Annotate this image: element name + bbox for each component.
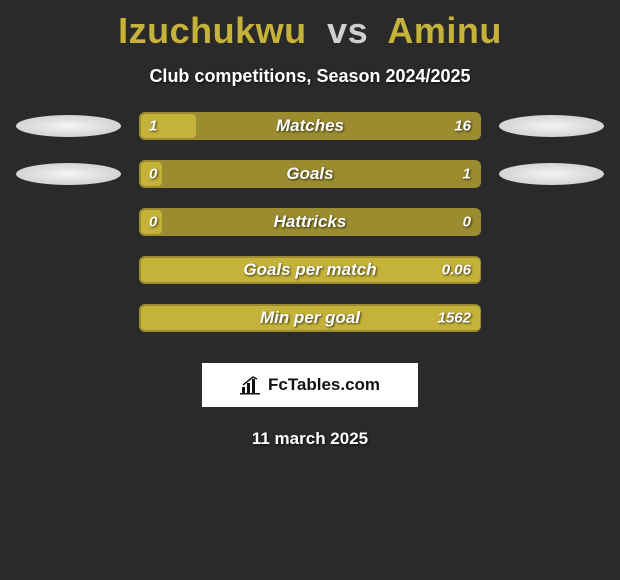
right-value: 16	[454, 118, 471, 135]
stat-bar: 0.06 Goals per match	[139, 256, 481, 284]
player1-name: Izuchukwu	[118, 10, 307, 51]
stat-rows: 1 16 Matches 0 1 Goals 0 0 Hattricks 0.06 Goals pe…	[0, 111, 620, 333]
team-ellipse-left	[16, 163, 121, 185]
left-value: 1	[149, 118, 157, 135]
team-ellipse-right	[499, 163, 604, 185]
stat-row: 0 1 Goals	[0, 159, 620, 189]
right-value: 1562	[438, 310, 471, 327]
stat-label: Matches	[276, 116, 344, 136]
right-value: 0	[463, 214, 471, 231]
team-ellipse-left	[16, 115, 121, 137]
stat-bar: 0 1 Goals	[139, 160, 481, 188]
stat-label: Goals per match	[243, 260, 376, 280]
logo-text: FcTables.com	[268, 375, 380, 395]
stat-row: 1 16 Matches	[0, 111, 620, 141]
stat-bar: 1 16 Matches	[139, 112, 481, 140]
date-label: 11 march 2025	[0, 429, 620, 449]
player2-name: Aminu	[387, 10, 502, 51]
right-value: 1	[463, 166, 471, 183]
stat-label: Goals	[286, 164, 333, 184]
right-value: 0.06	[442, 262, 471, 279]
left-value: 0	[149, 214, 157, 231]
stat-bar: 0 0 Hattricks	[139, 208, 481, 236]
stat-label: Hattricks	[274, 212, 347, 232]
stat-row: 0 0 Hattricks	[0, 207, 620, 237]
page-title: Izuchukwu vs Aminu	[0, 10, 620, 52]
left-value: 0	[149, 166, 157, 183]
chart-icon	[240, 375, 262, 395]
stat-bar: 1562 Min per goal	[139, 304, 481, 332]
team-ellipse-right	[499, 115, 604, 137]
comparison-widget: Izuchukwu vs Aminu Club competitions, Se…	[0, 0, 620, 459]
stat-row: 1562 Min per goal	[0, 303, 620, 333]
stat-row: 0.06 Goals per match	[0, 255, 620, 285]
vs-text: vs	[327, 10, 368, 51]
subtitle: Club competitions, Season 2024/2025	[0, 66, 620, 87]
stat-label: Min per goal	[260, 308, 360, 328]
fctables-logo[interactable]: FcTables.com	[202, 363, 418, 407]
